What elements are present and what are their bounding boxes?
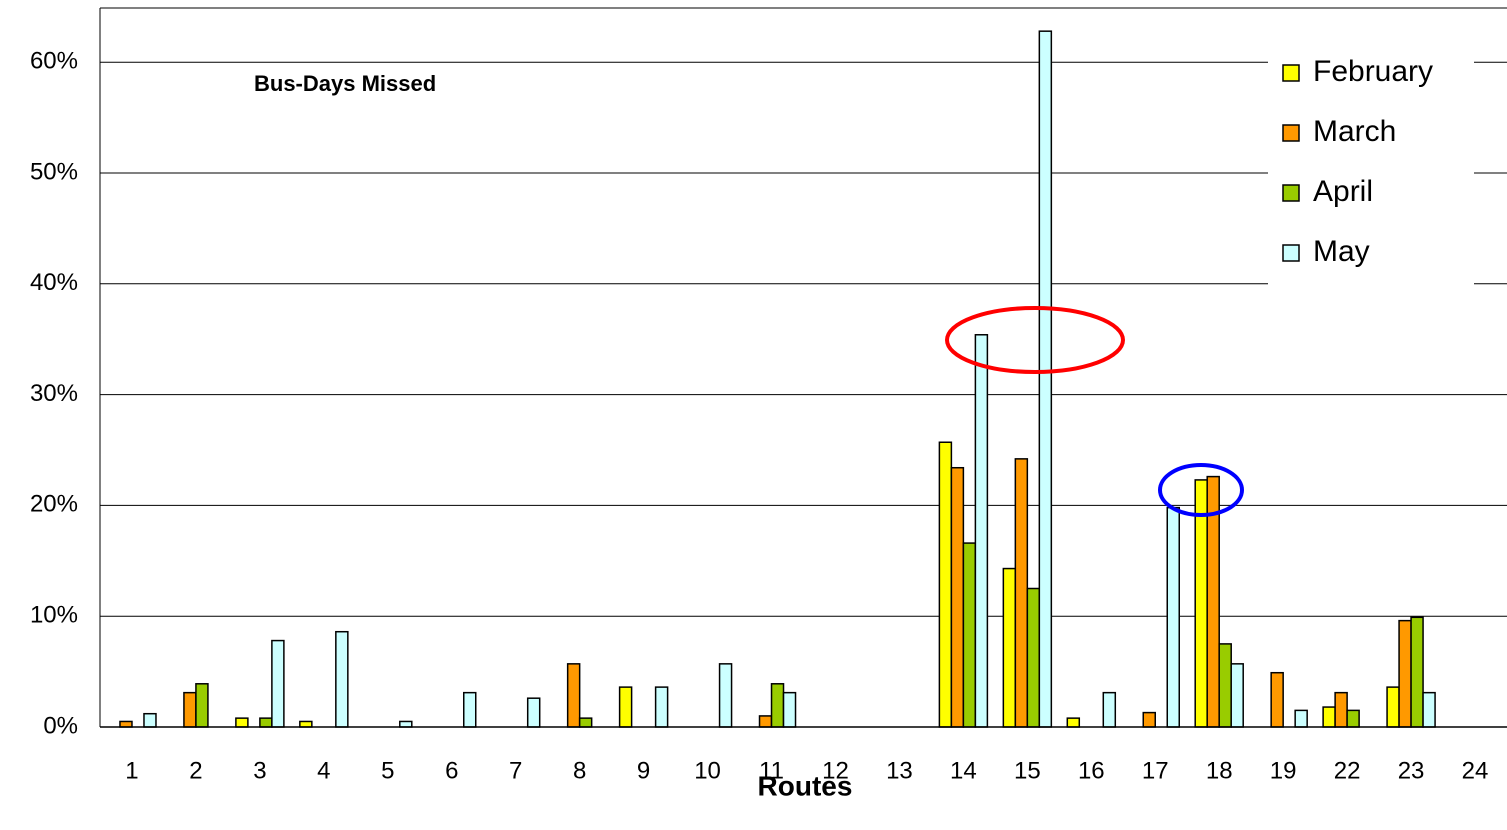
x-tick-label: 2	[189, 757, 202, 784]
bar	[1322, 706, 1336, 728]
bar	[782, 691, 797, 728]
bar	[1002, 567, 1017, 728]
bar	[578, 717, 593, 728]
bar	[195, 683, 209, 728]
bar	[1218, 643, 1232, 728]
chart-title: Bus-Days Missed	[254, 71, 436, 96]
legend-label: May	[1313, 235, 1370, 268]
bar	[1230, 663, 1244, 728]
bar	[1166, 506, 1180, 728]
bar	[770, 683, 785, 728]
bar	[1294, 709, 1308, 728]
x-tick-label: 24	[1462, 757, 1489, 784]
annotation-ellipse	[945, 306, 1125, 374]
bar	[526, 697, 541, 728]
x-tick-label: 6	[445, 757, 458, 784]
y-tick-label: 0%	[43, 712, 78, 739]
x-tick-label: 14	[950, 757, 977, 784]
x-tick-label: 7	[509, 757, 522, 784]
bar	[1410, 616, 1424, 728]
x-tick-label: 19	[1270, 757, 1297, 784]
bar	[950, 466, 965, 728]
bar	[399, 720, 413, 728]
y-tick-label: 10%	[30, 602, 78, 629]
bar	[1066, 717, 1081, 728]
legend-swatch	[1282, 64, 1300, 82]
bar	[974, 334, 989, 728]
legend-swatch	[1282, 124, 1300, 142]
bar	[143, 712, 157, 728]
bar	[299, 720, 313, 728]
x-tick-label: 17	[1142, 757, 1169, 784]
y-tick-label: 30%	[30, 380, 78, 407]
y-tick-label: 50%	[30, 158, 78, 185]
bar	[463, 691, 477, 728]
x-tick-label: 8	[573, 757, 586, 784]
x-tick-label: 15	[1014, 757, 1041, 784]
x-tick-label: 3	[253, 757, 266, 784]
bar	[259, 717, 273, 728]
legend-label: April	[1313, 175, 1373, 208]
annotation-ellipse	[1158, 463, 1244, 517]
bar	[962, 542, 977, 728]
legend-swatch	[1282, 184, 1300, 202]
bar	[1038, 30, 1053, 728]
bar	[1142, 711, 1156, 728]
bar	[1270, 671, 1284, 728]
bar	[1346, 709, 1360, 728]
x-tick-label: 10	[694, 757, 721, 784]
x-tick-label: 11	[759, 757, 784, 784]
bar	[654, 686, 669, 728]
bar	[938, 441, 953, 728]
x-tick-label: 1	[125, 757, 138, 784]
y-tick-label: 40%	[30, 269, 78, 296]
bar	[1102, 691, 1117, 728]
x-tick-label: 16	[1078, 757, 1105, 784]
bar	[758, 715, 773, 728]
bar	[1014, 458, 1029, 728]
x-tick-label: 22	[1334, 757, 1361, 784]
bar	[566, 663, 581, 728]
x-tick-label: 4	[317, 757, 330, 784]
x-tick-label: 12	[822, 757, 849, 784]
bar	[718, 663, 733, 728]
x-tick-label: 5	[381, 757, 394, 784]
x-tick-label: 9	[637, 757, 650, 784]
y-tick-label: 60%	[30, 48, 78, 75]
bar	[1386, 686, 1400, 728]
bar	[335, 630, 349, 728]
bar	[119, 720, 133, 728]
legend-swatch	[1282, 244, 1300, 262]
bar	[183, 691, 197, 728]
bar	[1422, 691, 1436, 728]
x-axis-label: Routes	[758, 770, 853, 801]
y-tick-label: 20%	[30, 491, 78, 518]
bar	[271, 639, 285, 728]
bar	[235, 717, 249, 728]
bar	[1398, 619, 1412, 728]
x-tick-label: 23	[1398, 757, 1425, 784]
bar	[618, 686, 633, 728]
legend-label: February	[1313, 55, 1433, 88]
x-tick-label: 13	[886, 757, 913, 784]
legend-box	[1268, 40, 1474, 290]
x-tick-label: 18	[1206, 757, 1233, 784]
legend-label: March	[1313, 115, 1396, 148]
bar	[1026, 587, 1041, 728]
bar	[1334, 691, 1348, 728]
